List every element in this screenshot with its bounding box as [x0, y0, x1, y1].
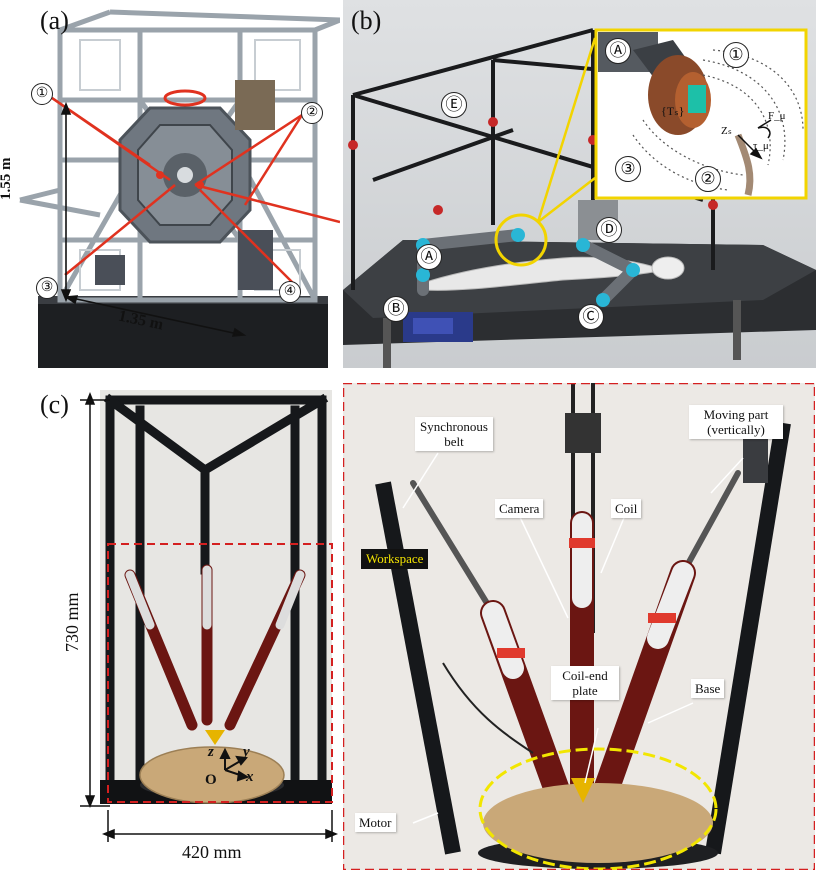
callout-coil-end-plate: Coil-end plate: [551, 666, 619, 700]
panel-c-left: (c) 730 mm 420 mm z y x O: [0, 380, 345, 872]
panel-b: (b) Ⓔ Ⓐ Ⓑ Ⓒ Ⓓ Ⓐ ① ② ③ {Tₛ} Zₛ F_μ τ_μ: [343, 0, 816, 368]
inset-torque-label: τ_μ: [753, 140, 769, 152]
callout-moving-part: Moving part (vertically): [689, 405, 783, 439]
inset-marker-2: ②: [695, 166, 721, 192]
panel-c-right-photo: [343, 383, 815, 870]
inset-marker-1: ①: [723, 42, 749, 68]
callout-camera: Camera: [495, 499, 544, 518]
panel-b-marker-b: Ⓑ: [383, 296, 409, 322]
panel-a-marker-2: ②: [301, 102, 323, 124]
panel-c-width-label: 420 mm: [182, 842, 242, 862]
panel-b-marker-d: Ⓓ: [596, 217, 622, 243]
panel-c-label: (c): [40, 390, 69, 419]
callout-motor: Motor: [355, 813, 396, 832]
panel-a-marker-3: ③: [36, 277, 58, 299]
panel-a-marker-4: ④: [279, 281, 301, 303]
panel-a: (a) 1.55 m 1.35 m ① ② ③ ④: [0, 0, 340, 368]
axis-origin-label: O: [205, 772, 217, 788]
panel-c-right: Synchronous belt Camera Coil Moving part…: [343, 383, 815, 870]
panel-b-marker-e: Ⓔ: [441, 92, 467, 118]
inset-frame-label: {Tₛ}: [661, 104, 685, 118]
inset-force-label: F_μ: [768, 110, 786, 122]
panel-b-marker-c: Ⓒ: [578, 304, 604, 330]
inset-marker-3: ③: [615, 156, 641, 182]
callout-base: Base: [691, 679, 725, 698]
panel-b-label: (b): [351, 6, 382, 35]
panel-c-height-label: 730 mm: [62, 592, 82, 652]
axis-z-label: z: [208, 744, 214, 760]
callout-workspace: Workspace: [361, 549, 429, 569]
panel-a-height-label: 1.55 m: [0, 158, 14, 201]
callout-coil: Coil: [611, 499, 642, 518]
panel-a-label: (a): [40, 6, 69, 35]
inset-marker-a: Ⓐ: [605, 38, 631, 64]
panel-a-marker-1: ①: [31, 83, 53, 105]
panel-b-marker-a: Ⓐ: [416, 244, 442, 270]
axis-x-label: x: [246, 769, 254, 785]
panel-a-photo: [0, 0, 340, 368]
callout-synchronous-belt: Synchronous belt: [415, 417, 493, 451]
panel-c-left-photo: [0, 380, 345, 872]
inset-axis-label: Zₛ: [721, 125, 732, 137]
axis-y-label: y: [243, 744, 250, 760]
